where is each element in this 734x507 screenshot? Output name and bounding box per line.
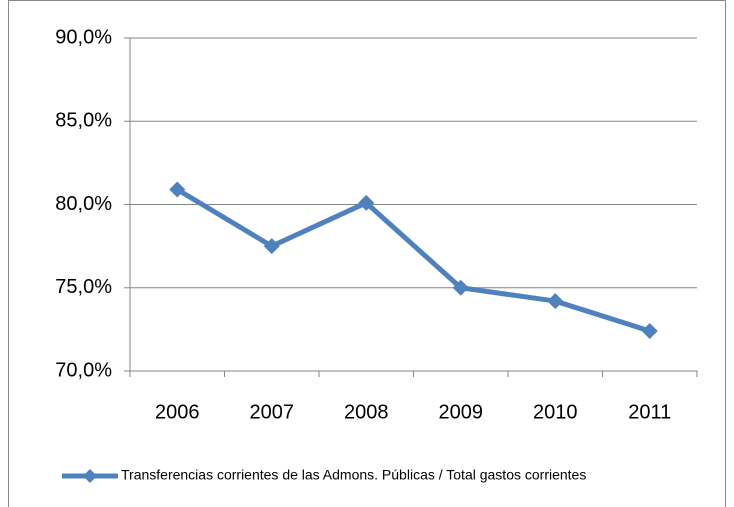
data-point [452, 279, 469, 296]
y-tick-label: 90,0% [55, 26, 112, 48]
y-tick-label: 85,0% [55, 110, 112, 132]
legend-label: Transferencias corrientes de las Admons.… [121, 467, 586, 483]
x-tick-label: 2009 [439, 401, 484, 423]
chart-border [8, 0, 726, 507]
y-tick-label: 75,0% [55, 276, 112, 298]
data-point [641, 323, 658, 340]
x-tick-label: 2007 [250, 401, 295, 423]
data-point [547, 293, 564, 310]
x-tick-label: 2006 [155, 401, 200, 423]
x-tick-label: 2010 [533, 401, 578, 423]
x-tick-label: 2008 [344, 401, 389, 423]
data-point [169, 181, 186, 198]
data-point [358, 194, 375, 211]
x-tick-label: 2011 [628, 401, 671, 423]
y-tick-label: 70,0% [55, 359, 112, 381]
data-point [263, 238, 280, 255]
legend-swatch-marker [83, 469, 97, 483]
y-tick-label: 80,0% [55, 193, 112, 215]
series-line [175, 187, 651, 334]
